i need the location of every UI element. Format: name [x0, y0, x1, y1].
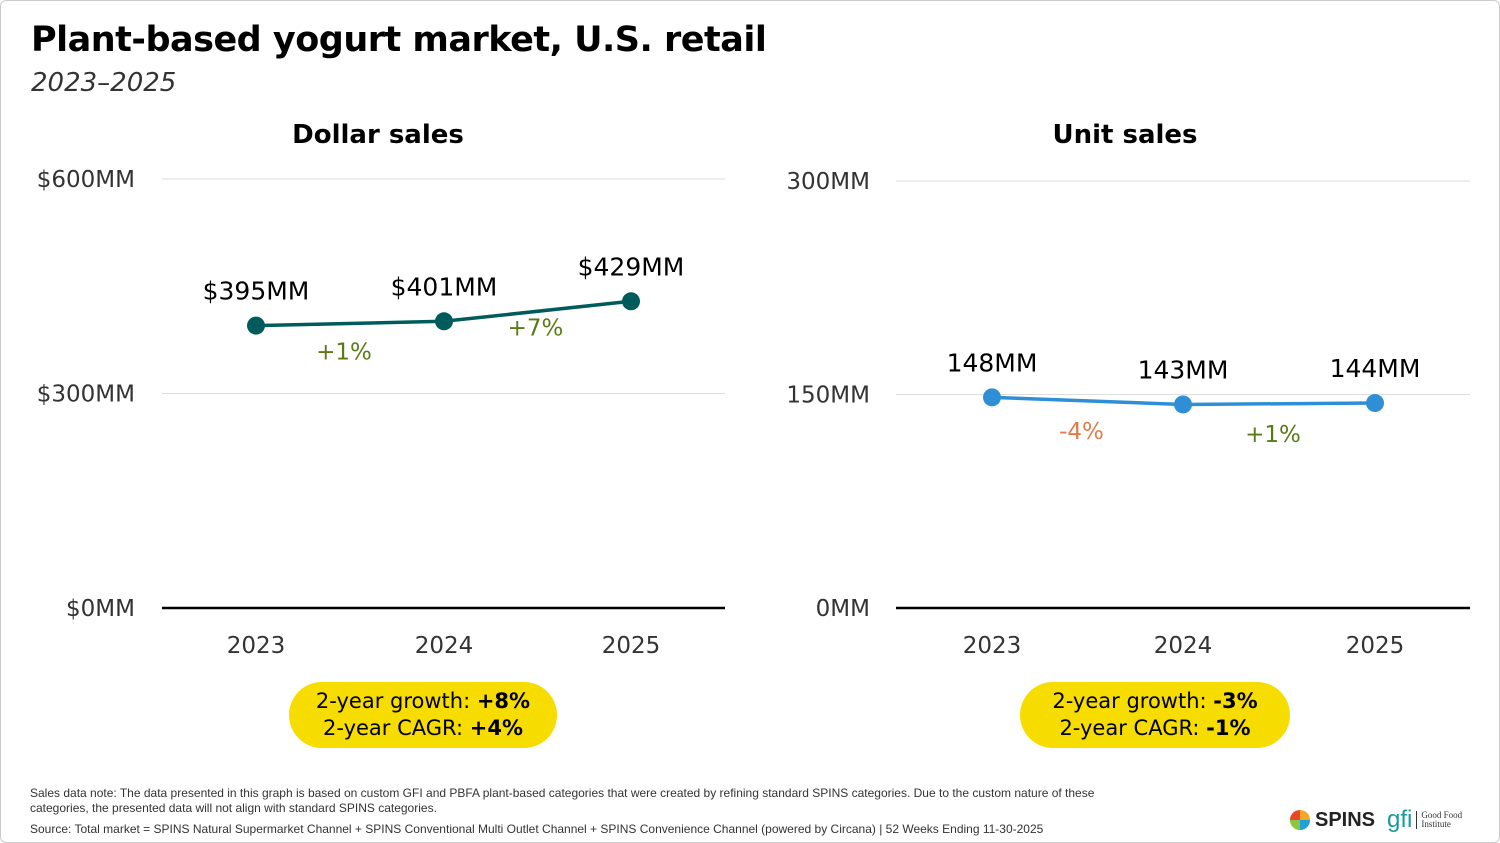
x-tick-label: 2024 — [1154, 633, 1213, 659]
data-point — [983, 388, 1001, 407]
y-tick-label: 0MM — [816, 596, 870, 622]
x-tick-label: 2025 — [1346, 633, 1405, 659]
unit-summary-badge: 2-year growth: -3% 2-year CAGR: -1% — [1020, 682, 1290, 748]
data-point — [1174, 395, 1192, 414]
cagr-value: -1% — [1206, 716, 1251, 740]
growth-label: +1% — [1245, 422, 1301, 448]
data-point — [435, 312, 453, 331]
data-label: $401MM — [391, 272, 498, 301]
data-label: $429MM — [578, 252, 685, 281]
growth-value: +8% — [476, 689, 531, 713]
data-label: 143MM — [1138, 355, 1229, 384]
data-point — [247, 316, 265, 335]
page-title: Plant-based yogurt market, U.S. retail — [31, 20, 767, 60]
x-tick-label: 2025 — [602, 633, 661, 659]
page-subtitle: 2023–2025 — [31, 68, 177, 98]
y-tick-label: $600MM — [37, 167, 135, 193]
growth-value: -3% — [1213, 689, 1258, 713]
gfi-logo: gfi Good Food Institute — [1387, 806, 1463, 833]
growth-label: 2-year growth: — [1052, 689, 1214, 713]
growth-label: 2-year growth: — [315, 689, 477, 713]
x-tick-label: 2023 — [963, 633, 1022, 659]
y-tick-label: 300MM — [786, 169, 870, 195]
data-point — [622, 292, 640, 311]
growth-label: +7% — [508, 315, 564, 341]
y-tick-label: 150MM — [786, 383, 870, 409]
data-label: 148MM — [947, 348, 1038, 377]
logos: SPINS gfi Good Food Institute — [1288, 806, 1462, 834]
chart-title: Unit sales — [1052, 120, 1197, 150]
cagr-label: 2-year CAGR: — [1059, 716, 1207, 740]
source-note: Source: Total market = SPINS Natural Sup… — [30, 822, 1044, 836]
growth-label: -4% — [1059, 419, 1104, 445]
data-point — [1366, 394, 1384, 413]
spins-globe-icon — [1290, 810, 1310, 830]
y-tick-label: $300MM — [37, 382, 135, 408]
cagr-label: 2-year CAGR: — [323, 716, 470, 740]
y-tick-label: $0MM — [66, 596, 135, 622]
data-label: 144MM — [1330, 354, 1421, 383]
x-tick-label: 2023 — [227, 633, 286, 659]
data-label: $395MM — [203, 277, 310, 306]
sales-data-note: Sales data note: The data presented in t… — [30, 786, 1095, 815]
chart-title: Dollar sales — [292, 120, 464, 150]
growth-label: +1% — [316, 339, 372, 365]
dollar-summary-badge: 2-year growth: +8% 2-year CAGR: +4% — [289, 682, 557, 748]
x-tick-label: 2024 — [415, 633, 474, 659]
cagr-value: +4% — [469, 716, 523, 740]
spins-logo: SPINS — [1288, 809, 1375, 832]
